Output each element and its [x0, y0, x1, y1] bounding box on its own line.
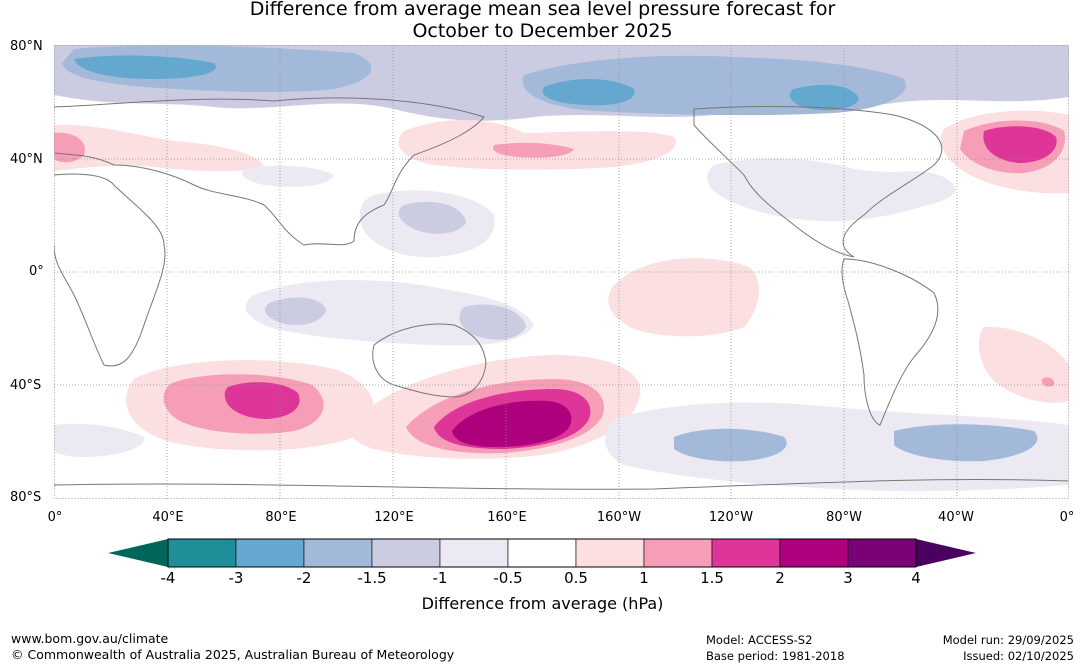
map-title-line2: October to December 2025: [412, 20, 673, 42]
southern-ocean-low-core-2: [894, 424, 1038, 462]
west-pacific-low-core: [398, 201, 466, 234]
north-atlantic-tropical-low: [867, 171, 956, 207]
lat-label-80n: 80°N: [10, 39, 43, 54]
lon-label-80e: 80°E: [265, 510, 297, 525]
coast-eurasia: [54, 97, 485, 246]
colorbar-bin: [779, 538, 849, 568]
colorbar-bin: [303, 538, 373, 568]
lat-label-80s: 80°S: [10, 490, 42, 505]
colorbar-bin: [575, 538, 645, 568]
lon-label-40e: 40°E: [152, 510, 184, 525]
footer-url[interactable]: www.bom.gov.au/climate: [11, 631, 169, 646]
coast-south-america: [841, 258, 939, 426]
lat-label-40s: 40°S: [10, 378, 42, 393]
lat-label-equator: 0°: [29, 264, 44, 279]
new-zealand-high-core: [452, 400, 572, 447]
arctic-low-inner-3: [74, 55, 216, 79]
north-atlantic-high-core: [983, 126, 1057, 163]
south-africa-low-west: [54, 423, 145, 457]
footer-copyright: © Commonwealth of Australia 2025, Austra…: [11, 647, 455, 662]
colorbar-bin: [711, 538, 781, 568]
colorbar-bin: [847, 538, 917, 568]
lon-label-160e: 160°E: [487, 510, 527, 525]
lon-label-120w: 120°W: [708, 510, 754, 525]
graticule: [54, 45, 1069, 499]
colorbar-tick-label: -3: [228, 569, 244, 587]
colorbar-tick-label: 1.5: [700, 569, 724, 587]
colorbar-outline: [167, 538, 917, 568]
lat-label-40n: 40°N: [10, 152, 43, 167]
coral-sea-low-core: [459, 304, 526, 340]
colorbar-tick-label: 3: [843, 569, 853, 587]
lon-label-0: 0°: [47, 510, 63, 525]
map-title-line1: Difference from average mean sea level p…: [249, 0, 836, 20]
central-asia-low: [242, 165, 334, 187]
colorbar-over-triangle: [916, 539, 976, 567]
lon-label-40w: 40°W: [938, 510, 974, 525]
coast-australia: [372, 323, 487, 398]
footer-right: Model run: 29/09/2025 Issued: 02/10/2025: [943, 632, 1074, 664]
pressure-anomaly-map: [54, 45, 1069, 499]
colorbar-tick-label: -2: [296, 569, 312, 587]
colorbar-tick-label: -4: [160, 569, 176, 587]
arctic-low-inner-2: [789, 84, 859, 111]
coastlines: [54, 97, 1069, 490]
eurasia-high: [54, 124, 264, 172]
east-pacific-high: [608, 258, 760, 337]
coast-africa: [54, 173, 166, 367]
south-atlantic-high-spot: [1041, 377, 1055, 387]
colorbar-bin: [235, 538, 305, 568]
colorbar-bin: [643, 538, 713, 568]
southern-ocean-low-core-1: [674, 428, 787, 462]
colorbar-under-triangle: [108, 539, 168, 567]
colorbar-bins: [167, 538, 917, 568]
colorbar-tick-label: 2: [775, 569, 785, 587]
footer-model: Model: ACCESS-S2: [706, 633, 813, 647]
footer-middle: Model: ACCESS-S2 Base period: 1981-2018: [706, 632, 845, 664]
colorbar-bin: [371, 538, 441, 568]
southern-indian-high-core: [224, 382, 300, 419]
lon-label-120e: 120°E: [374, 510, 414, 525]
colorbar-tick-label: 1: [639, 569, 649, 587]
coast-antarctica: [54, 478, 1069, 490]
colorbar-tick-label: 4: [911, 569, 921, 587]
map-frame: [54, 45, 1069, 499]
footer-model-run: Model run: 29/09/2025: [942, 633, 1074, 647]
footer-left: www.bom.gov.au/climate © Commonwealth of…: [11, 631, 454, 663]
colorbar-tick-label: -0.5: [493, 569, 523, 587]
colorbar-bin: [439, 538, 509, 568]
arctic-low-inner-1: [542, 78, 635, 106]
colorbar: [108, 538, 976, 568]
lon-label-80w: 80°W: [826, 510, 862, 525]
lon-label-160w: 160°W: [596, 510, 642, 525]
north-pacific-high-core: [493, 142, 574, 158]
coast-north-america: [693, 106, 943, 258]
colorbar-tick-label: -1.5: [357, 569, 387, 587]
colorbar-title: Difference from average (hPa): [421, 594, 664, 613]
colorbar-tick-label: -1: [432, 569, 448, 587]
lon-label-0-right: 0°: [1059, 510, 1075, 525]
footer-issued: Issued: 02/10/2025: [963, 649, 1074, 663]
colorbar-bin: [167, 538, 237, 568]
colorbar-bin: [507, 538, 577, 568]
colorbar-tick-label: 0.5: [564, 569, 588, 587]
footer-base-period: Base period: 1981-2018: [706, 649, 845, 663]
